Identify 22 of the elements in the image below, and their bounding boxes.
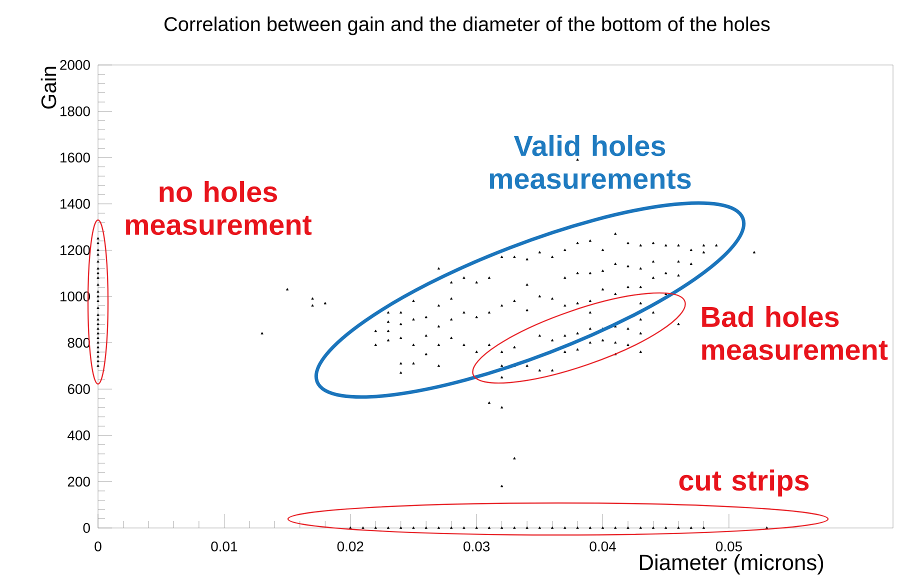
y-tick-label: 0 xyxy=(83,523,90,533)
x-tick-label: 0.03 xyxy=(464,541,490,552)
x-tick-label: 0.05 xyxy=(716,541,742,552)
chart-title: Correlation between gain and the diameter of the bottom of the holes xyxy=(164,16,770,36)
y-axis-title: Gain xyxy=(40,66,56,109)
x-tick-label: 0 xyxy=(94,541,102,552)
annotation: cut strips xyxy=(679,470,809,496)
annotation: Bad holes measurement xyxy=(702,306,888,360)
y-tick-label: 1600 xyxy=(60,152,90,163)
x-tick-label: 0.01 xyxy=(211,541,238,552)
x-tick-label: 0.04 xyxy=(590,541,616,552)
x-tick-label: 0.02 xyxy=(337,541,364,552)
y-tick-label: 200 xyxy=(68,476,90,487)
y-tick-label: 600 xyxy=(68,384,90,394)
annotation: no holes measurement xyxy=(126,180,312,236)
y-tick-label: 1800 xyxy=(60,106,90,116)
y-tick-label: 2000 xyxy=(60,60,90,70)
x-axis-title: Diameter (microns) xyxy=(640,554,824,575)
annotation: Valid holes measurements xyxy=(490,134,691,190)
y-tick-label: 1200 xyxy=(60,245,90,256)
y-tick-label: 1400 xyxy=(60,198,90,209)
y-tick-label: 400 xyxy=(68,430,90,440)
